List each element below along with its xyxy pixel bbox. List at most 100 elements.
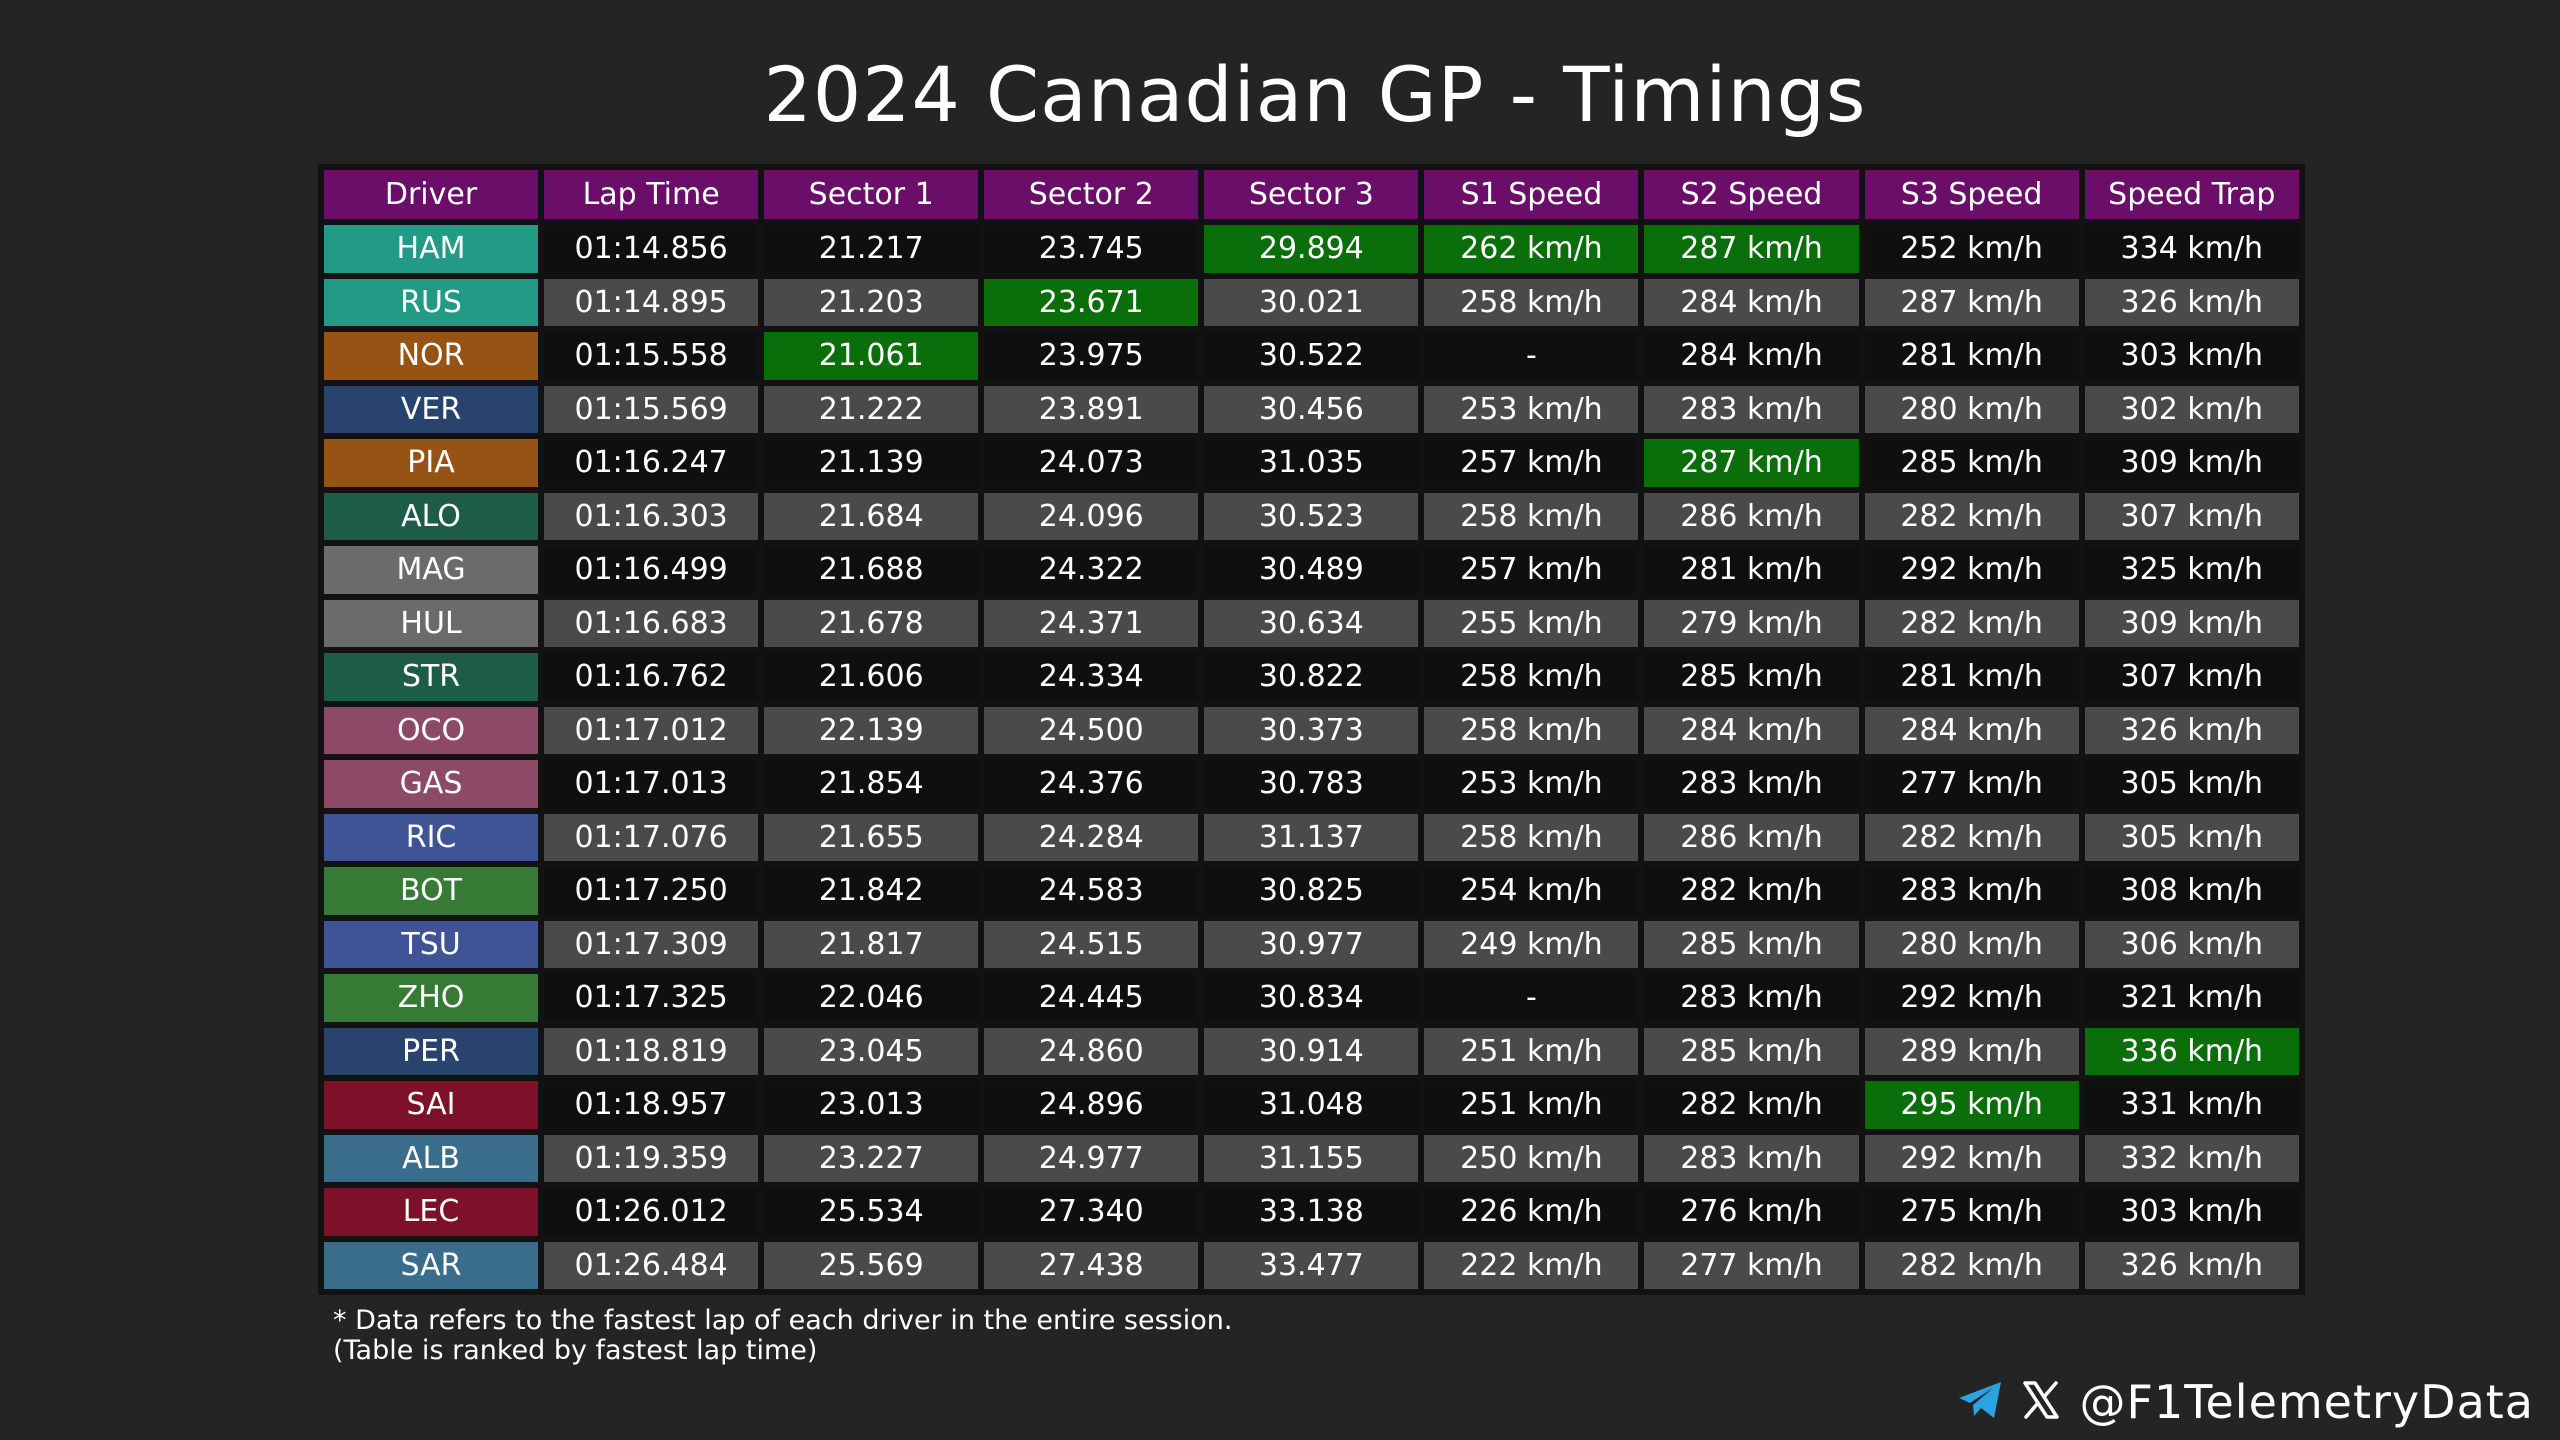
sector-3-cell: 30.822 <box>1201 650 1422 704</box>
sector-1-cell: 21.655 <box>761 810 982 864</box>
s1-speed-cell: 257 km/h <box>1421 543 1642 597</box>
sector-2-cell: 24.371 <box>981 596 1202 650</box>
s2-speed-cell: 284 km/h <box>1641 703 1862 757</box>
speed-trap-cell: 321 km/h <box>2081 971 2302 1025</box>
sector-2-cell: 24.376 <box>981 757 1202 811</box>
s3-speed-cell: 292 km/h <box>1861 1131 2082 1185</box>
lap-time-cell: 01:15.558 <box>541 329 762 383</box>
sector-2-cell: 24.860 <box>981 1024 1202 1078</box>
s1-speed-cell: 262 km/h <box>1421 222 1642 276</box>
lap-time-cell: 01:18.819 <box>541 1024 762 1078</box>
sector-1-cell: 21.842 <box>761 864 982 918</box>
x-icon[interactable] <box>2021 1380 2061 1424</box>
speed-trap-cell: 303 km/h <box>2081 1185 2302 1239</box>
s2-speed-cell: 277 km/h <box>1641 1238 1862 1292</box>
column-header-sector-3: Sector 3 <box>1201 167 1422 222</box>
sector-2-cell: 24.500 <box>981 703 1202 757</box>
driver-cell: TSU <box>321 917 542 971</box>
s1-speed-cell: 258 km/h <box>1421 810 1642 864</box>
sector-3-cell: 31.137 <box>1201 810 1422 864</box>
table-body: HAM 01:14.856 21.217 23.745 29.894 262 km/h 28… <box>321 222 2302 1292</box>
sector-2-cell: 24.977 <box>981 1131 1202 1185</box>
column-header-s2-speed: S2 Speed <box>1641 167 1862 222</box>
table-row: BOT 01:17.250 21.842 24.583 30.825 254 km/h 28… <box>321 864 2302 918</box>
timings-table: Driver Lap Time Sector 1 Sector 2 Sector 3 S1… <box>318 164 2305 1295</box>
speed-trap-cell: 326 km/h <box>2081 703 2302 757</box>
sector-1-cell: 25.569 <box>761 1238 982 1292</box>
sector-3-cell: 31.035 <box>1201 436 1422 490</box>
sector-3-cell: 30.634 <box>1201 596 1422 650</box>
sector-3-cell: 29.894 <box>1201 222 1422 276</box>
s3-speed-cell: 282 km/h <box>1861 596 2082 650</box>
sector-3-cell: 30.523 <box>1201 489 1422 543</box>
lap-time-cell: 01:17.309 <box>541 917 762 971</box>
s3-speed-cell: 289 km/h <box>1861 1024 2082 1078</box>
table-row: RUS 01:14.895 21.203 23.671 30.021 258 km/h 28… <box>321 275 2302 329</box>
sector-3-cell: 30.914 <box>1201 1024 1422 1078</box>
speed-trap-cell: 325 km/h <box>2081 543 2302 597</box>
table-row: RIC 01:17.076 21.655 24.284 31.137 258 km/h 28… <box>321 810 2302 864</box>
table-row: NOR 01:15.558 21.061 23.975 30.522-284 km/h 2… <box>321 329 2302 383</box>
sector-2-cell: 24.334 <box>981 650 1202 704</box>
driver-cell: HUL <box>321 596 542 650</box>
sector-1-cell: 21.678 <box>761 596 982 650</box>
s3-speed-cell: 282 km/h <box>1861 489 2082 543</box>
footnote-line-2: (Table is ranked by fastest lap time) <box>333 1335 818 1366</box>
speed-trap-cell: 326 km/h <box>2081 1238 2302 1292</box>
sector-1-cell: 23.013 <box>761 1078 982 1132</box>
sector-2-cell: 24.073 <box>981 436 1202 490</box>
speed-trap-cell: 326 km/h <box>2081 275 2302 329</box>
speed-trap-cell: 302 km/h <box>2081 382 2302 436</box>
lap-time-cell: 01:17.012 <box>541 703 762 757</box>
table-header-row: Driver Lap Time Sector 1 Sector 2 Sector 3 S1… <box>321 167 2302 222</box>
speed-trap-cell: 305 km/h <box>2081 757 2302 811</box>
s2-speed-cell: 285 km/h <box>1641 650 1862 704</box>
driver-cell: ALB <box>321 1131 542 1185</box>
sector-3-cell: 30.456 <box>1201 382 1422 436</box>
s2-speed-cell: 287 km/h <box>1641 222 1862 276</box>
s1-speed-cell: 258 km/h <box>1421 703 1642 757</box>
driver-cell: NOR <box>321 329 542 383</box>
lap-time-cell: 01:16.247 <box>541 436 762 490</box>
driver-cell: MAG <box>321 543 542 597</box>
sector-1-cell: 21.217 <box>761 222 982 276</box>
lap-time-cell: 01:17.013 <box>541 757 762 811</box>
speed-trap-cell: 309 km/h <box>2081 596 2302 650</box>
s1-speed-cell: 257 km/h <box>1421 436 1642 490</box>
driver-cell: SAI <box>321 1078 542 1132</box>
sector-3-cell: 31.048 <box>1201 1078 1422 1132</box>
sector-2-cell: 24.583 <box>981 864 1202 918</box>
speed-trap-cell: 308 km/h <box>2081 864 2302 918</box>
telegram-icon[interactable] <box>1957 1380 2003 1424</box>
lap-time-cell: 01:14.895 <box>541 275 762 329</box>
s2-speed-cell: 286 km/h <box>1641 489 1862 543</box>
s3-speed-cell: 295 km/h <box>1861 1078 2082 1132</box>
s1-speed-cell: 258 km/h <box>1421 650 1642 704</box>
sector-2-cell: 23.975 <box>981 329 1202 383</box>
sector-1-cell: 21.606 <box>761 650 982 704</box>
driver-cell: HAM <box>321 222 542 276</box>
page-title: 2024 Canadian GP - Timings <box>763 50 1867 139</box>
s3-speed-cell: 285 km/h <box>1861 436 2082 490</box>
column-header-s1-speed: S1 Speed <box>1421 167 1642 222</box>
sector-2-cell: 24.445 <box>981 971 1202 1025</box>
speed-trap-cell: 309 km/h <box>2081 436 2302 490</box>
driver-cell: SAR <box>321 1238 542 1292</box>
sector-3-cell: 33.138 <box>1201 1185 1422 1239</box>
s3-speed-cell: 280 km/h <box>1861 917 2082 971</box>
s3-speed-cell: 280 km/h <box>1861 382 2082 436</box>
driver-cell: PIA <box>321 436 542 490</box>
s1-speed-cell: 251 km/h <box>1421 1024 1642 1078</box>
table-row: HUL 01:16.683 21.678 24.371 30.634 255 km/h 27… <box>321 596 2302 650</box>
s2-speed-cell: 282 km/h <box>1641 864 1862 918</box>
table-row: TSU 01:17.309 21.817 24.515 30.977 249 km/h 28… <box>321 917 2302 971</box>
s3-speed-cell: 281 km/h <box>1861 650 2082 704</box>
sector-3-cell: 30.489 <box>1201 543 1422 597</box>
s1-speed-cell: 249 km/h <box>1421 917 1642 971</box>
s2-speed-cell: 276 km/h <box>1641 1185 1862 1239</box>
speed-trap-cell: 334 km/h <box>2081 222 2302 276</box>
s2-speed-cell: 284 km/h <box>1641 275 1862 329</box>
table-row: SAR 01:26.484 25.569 27.438 33.477 222 km/h 27… <box>321 1238 2302 1292</box>
table-row: ALB 01:19.359 23.227 24.977 31.155 250 km/h 28… <box>321 1131 2302 1185</box>
column-header-sector-1: Sector 1 <box>761 167 982 222</box>
